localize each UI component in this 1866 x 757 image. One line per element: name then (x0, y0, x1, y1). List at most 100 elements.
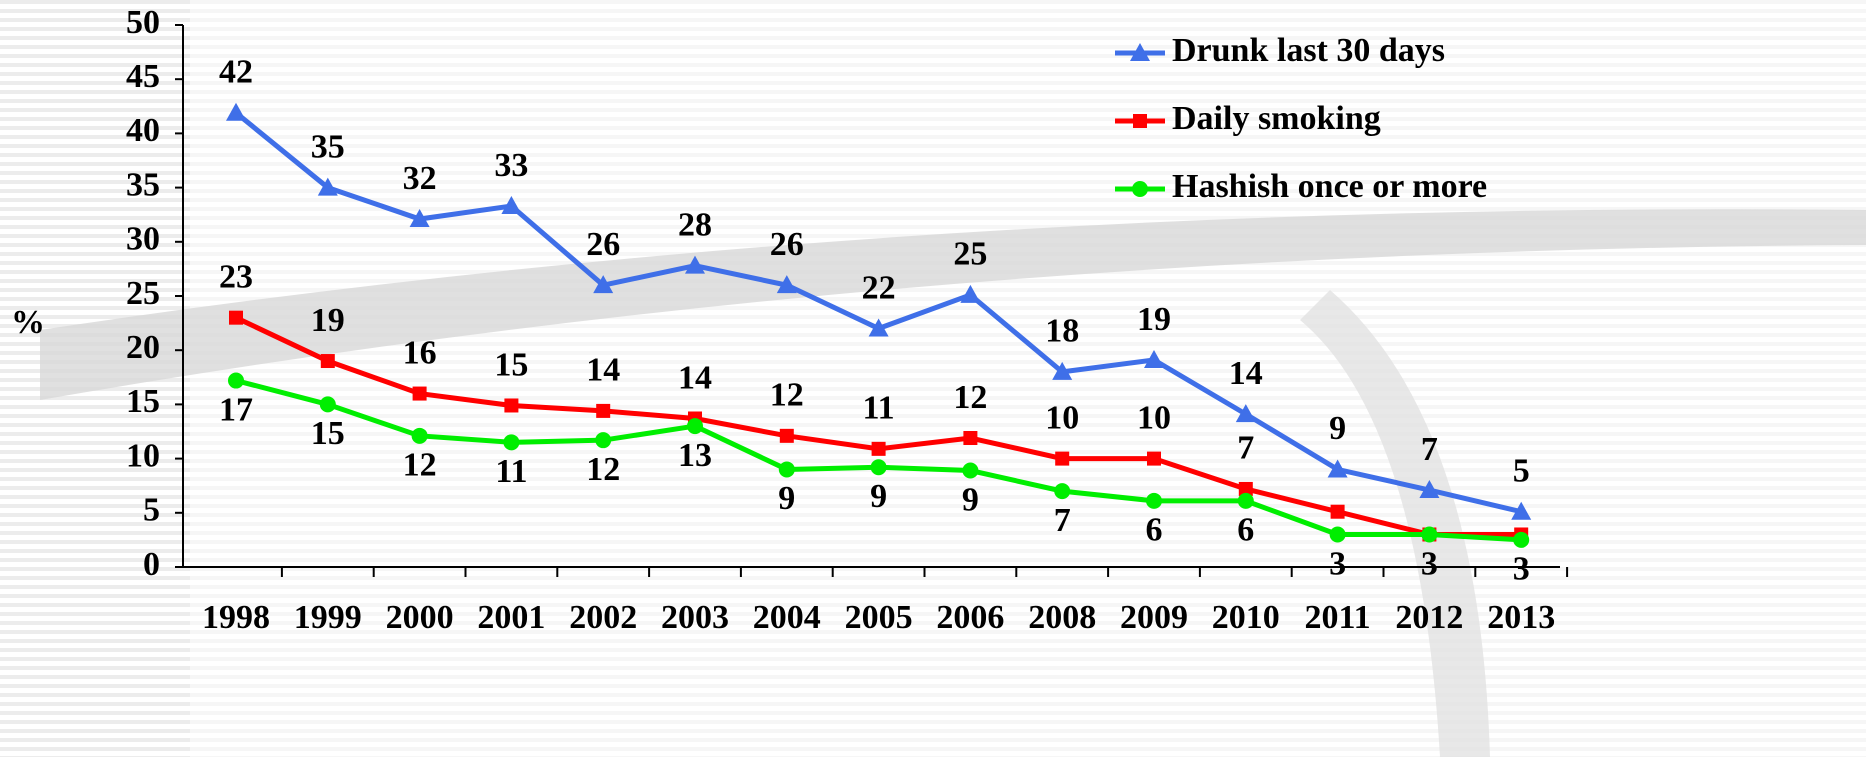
data-point (413, 387, 427, 401)
y-tick-label: 30 (126, 221, 160, 258)
data-label: 10 (1137, 399, 1171, 436)
legend-label: Daily smoking (1172, 100, 1381, 137)
data-point (1055, 452, 1069, 466)
data-label: 12 (770, 377, 804, 414)
data-point (871, 459, 887, 475)
data-label: 17 (219, 391, 253, 428)
data-label: 9 (870, 478, 887, 515)
data-point (503, 434, 519, 450)
data-label: 26 (586, 226, 620, 263)
data-label: 15 (311, 415, 345, 452)
data-label: 3 (1329, 545, 1346, 582)
data-label: 6 (1237, 512, 1254, 549)
data-point (320, 396, 336, 412)
x-tick-label: 2002 (569, 599, 637, 636)
x-tick-label: 1999 (294, 599, 362, 636)
x-tick-label: 2000 (386, 599, 454, 636)
data-point (595, 432, 611, 448)
x-tick-label: 2006 (936, 599, 1004, 636)
data-label: 9 (778, 480, 795, 517)
data-point (596, 404, 610, 418)
data-label: 7 (1421, 431, 1438, 468)
data-label: 22 (862, 269, 896, 306)
data-point (872, 442, 886, 456)
data-label: 26 (770, 226, 804, 263)
data-point (1421, 526, 1437, 542)
data-point (1330, 526, 1346, 542)
chart: % 05101520253035404550199819992000200120… (0, 0, 1866, 757)
data-label: 35 (311, 128, 345, 165)
data-point (228, 373, 244, 389)
y-tick-label: 15 (126, 383, 160, 420)
data-label: 9 (962, 481, 979, 518)
data-label: 12 (403, 447, 437, 484)
y-tick-label: 50 (126, 4, 160, 41)
x-tick-label: 2008 (1028, 599, 1096, 636)
data-label: 12 (953, 379, 987, 416)
data-label: 11 (863, 390, 895, 427)
legend-marker (1133, 114, 1147, 128)
data-label: 10 (1045, 399, 1079, 436)
data-label: 3 (1513, 551, 1530, 588)
data-label: 25 (953, 236, 987, 273)
legend-label: Hashish once or more (1172, 168, 1487, 205)
y-tick-label: 25 (126, 275, 160, 312)
data-point (1513, 532, 1529, 548)
data-point (962, 463, 978, 479)
data-label: 12 (586, 451, 620, 488)
x-tick-label: 2001 (477, 599, 545, 636)
data-point (412, 428, 428, 444)
data-label: 33 (494, 147, 528, 184)
data-label: 14 (1229, 355, 1263, 392)
data-label: 42 (219, 54, 253, 91)
x-tick-label: 2009 (1120, 599, 1188, 636)
data-label: 19 (1137, 301, 1171, 338)
data-point (1238, 493, 1254, 509)
x-tick-label: 2012 (1395, 599, 1463, 636)
data-point (1331, 505, 1345, 519)
y-tick-label: 45 (126, 58, 160, 95)
legend-marker (1132, 181, 1148, 197)
data-label: 28 (678, 206, 712, 243)
x-tick-label: 2003 (661, 599, 729, 636)
data-label: 7 (1237, 430, 1254, 467)
data-label: 6 (1146, 512, 1163, 549)
data-point (963, 431, 977, 445)
data-label: 13 (678, 437, 712, 474)
data-point (779, 461, 795, 477)
data-point (687, 418, 703, 434)
data-label: 16 (403, 334, 437, 371)
data-point (780, 429, 794, 443)
data-label: 14 (678, 359, 712, 396)
data-point (504, 398, 518, 412)
y-tick-label: 20 (126, 329, 160, 366)
y-axis-label: % (11, 304, 45, 341)
x-tick-label: 2011 (1305, 599, 1371, 636)
data-label: 7 (1054, 502, 1071, 539)
data-point (321, 354, 335, 368)
data-label: 19 (311, 302, 345, 339)
data-label: 9 (1329, 410, 1346, 447)
data-point (1054, 483, 1070, 499)
x-tick-label: 1998 (202, 599, 270, 636)
y-tick-label: 35 (126, 166, 160, 203)
y-tick-label: 40 (126, 112, 160, 149)
data-point (1146, 493, 1162, 509)
data-point (229, 311, 243, 325)
data-label: 11 (495, 453, 527, 490)
y-tick-label: 5 (143, 492, 160, 529)
data-label: 23 (219, 258, 253, 295)
data-label: 18 (1045, 313, 1079, 350)
x-tick-label: 2005 (845, 599, 913, 636)
x-tick-label: 2004 (753, 599, 821, 636)
y-tick-label: 0 (143, 546, 160, 583)
data-label: 32 (403, 160, 437, 197)
x-tick-label: 2013 (1487, 599, 1555, 636)
data-label: 15 (494, 346, 528, 383)
plot-background (190, 0, 1866, 757)
y-tick-label: 10 (126, 437, 160, 474)
data-point (1147, 452, 1161, 466)
data-label: 5 (1513, 453, 1530, 490)
x-tick-label: 2010 (1212, 599, 1280, 636)
legend-label: Drunk last 30 days (1172, 32, 1445, 69)
